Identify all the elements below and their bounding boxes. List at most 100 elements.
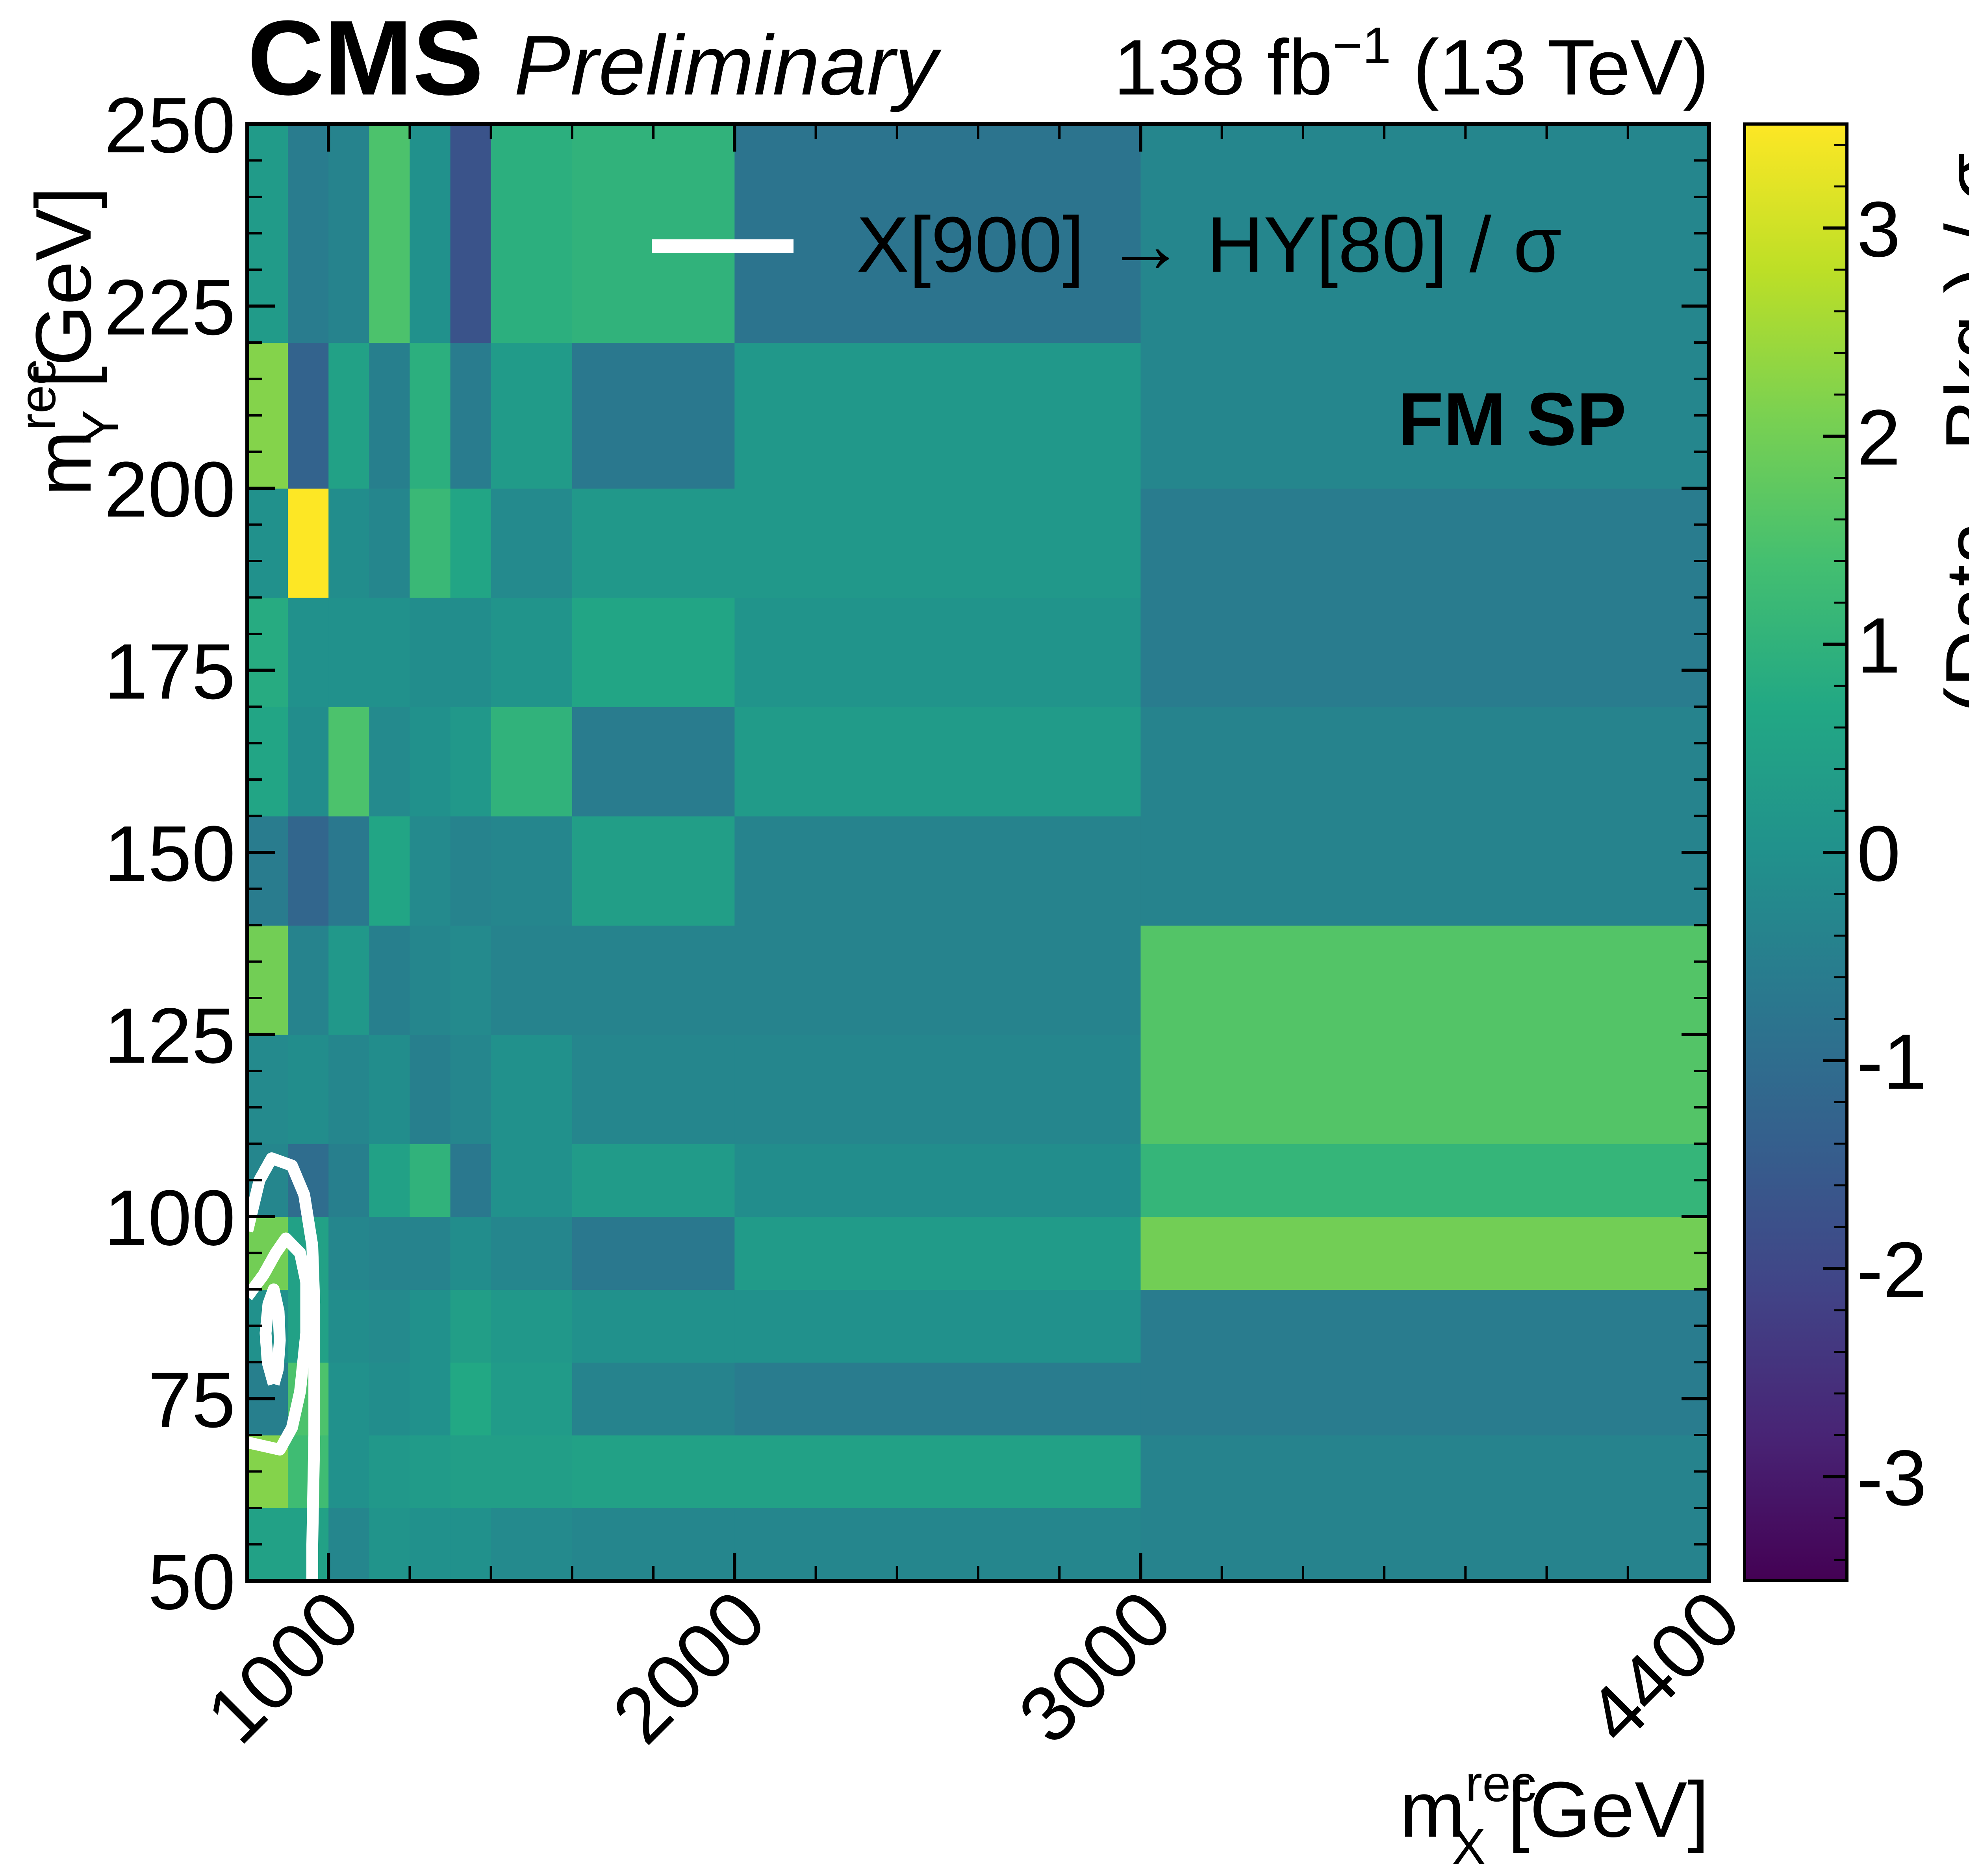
heatmap-cell bbox=[328, 1144, 370, 1217]
heatmap-cell bbox=[491, 124, 573, 343]
heatmap-cell bbox=[288, 1034, 329, 1144]
heatmap-cell bbox=[572, 707, 735, 817]
heatmap-cell bbox=[328, 1289, 370, 1363]
heatmap-cell bbox=[288, 597, 329, 707]
heatmap-cell bbox=[410, 1435, 451, 1508]
heatmap-cell bbox=[410, 343, 451, 489]
heatmap-cell bbox=[410, 1289, 451, 1363]
heatmap-cell bbox=[450, 707, 491, 817]
heatmap-cell bbox=[410, 1508, 451, 1581]
heatmap-cell bbox=[491, 488, 573, 598]
heatmap-cell bbox=[491, 343, 573, 489]
heatmap-cell bbox=[369, 1289, 410, 1363]
heatmap-cell bbox=[572, 1217, 735, 1290]
heatmap-cell bbox=[328, 488, 370, 598]
heatmap-cell bbox=[572, 488, 735, 598]
heatmap-cell bbox=[450, 488, 491, 598]
heatmap-cell bbox=[491, 925, 573, 1035]
heatmap-cell bbox=[328, 707, 370, 817]
heatmap-cell bbox=[328, 816, 370, 926]
heatmap-cell bbox=[1140, 1034, 1709, 1144]
heatmap-cell bbox=[410, 124, 451, 343]
heatmap-cell bbox=[247, 816, 289, 926]
heatmap-cell bbox=[288, 925, 329, 1035]
colorbar-tick-label: -1 bbox=[1857, 1018, 1927, 1106]
heatmap-cell bbox=[1140, 707, 1709, 817]
y-tick-label: 250 bbox=[104, 81, 235, 169]
heatmap-cell bbox=[1140, 124, 1709, 343]
heatmap-cell bbox=[572, 925, 735, 1035]
heatmap-cell bbox=[450, 1362, 491, 1435]
heatmap-cell bbox=[572, 343, 735, 489]
heatmap-cell bbox=[450, 1034, 491, 1144]
y-tick-label: 150 bbox=[104, 810, 235, 898]
heatmap-cell bbox=[328, 1034, 370, 1144]
heatmap-cell bbox=[1140, 343, 1709, 489]
heatmap-cell bbox=[247, 597, 289, 707]
heatmap-cell bbox=[734, 1508, 1141, 1581]
heatmap-cell bbox=[572, 1435, 735, 1508]
heatmap-cell bbox=[491, 1362, 573, 1435]
heatmap-cell bbox=[369, 488, 410, 598]
y-tick-label: 50 bbox=[148, 1538, 235, 1626]
heatmap-cell bbox=[572, 816, 735, 926]
heatmap-cell bbox=[491, 816, 573, 926]
heatmap-cell bbox=[450, 124, 491, 343]
heatmap-cell bbox=[328, 124, 370, 343]
heatmap-cell bbox=[410, 1362, 451, 1435]
heatmap-cell bbox=[491, 1435, 573, 1508]
heatmap-cell bbox=[328, 925, 370, 1035]
contour-inner bbox=[260, 1283, 286, 1386]
heatmap-cell bbox=[369, 925, 410, 1035]
heatmap-cell bbox=[410, 707, 451, 817]
heatmap-cell bbox=[572, 1362, 735, 1435]
heatmap-cell bbox=[491, 1289, 573, 1363]
heatmap-cell bbox=[734, 816, 1141, 926]
heatmap-cell bbox=[491, 1508, 573, 1581]
heatmap-cell bbox=[1140, 1217, 1709, 1290]
heatmap-cell bbox=[410, 488, 451, 598]
heatmap-cell bbox=[1140, 597, 1709, 707]
heatmap-cell bbox=[450, 816, 491, 926]
heatmap-cell bbox=[328, 597, 370, 707]
heatmap-cell bbox=[572, 1144, 735, 1217]
heatmap-cell bbox=[1140, 1144, 1709, 1217]
heatmap-cell bbox=[369, 1034, 410, 1144]
heatmap-cell bbox=[369, 1144, 410, 1217]
cms-label: CMS bbox=[247, 0, 484, 117]
heatmap-cell bbox=[247, 1034, 289, 1144]
heatmap-cell bbox=[572, 597, 735, 707]
heatmap-cell bbox=[410, 1217, 451, 1290]
legend: X[900] → HY[80] / σ bbox=[652, 201, 1562, 289]
contour-middle bbox=[242, 1232, 312, 1456]
heatmap-cell bbox=[734, 1034, 1141, 1144]
y-axis-label: mrec Y [GeV] bbox=[9, 187, 129, 496]
heatmap-cell bbox=[491, 707, 573, 817]
heatmap-cell bbox=[410, 925, 451, 1035]
heatmap-cell bbox=[734, 707, 1141, 817]
heatmap-cell bbox=[734, 1289, 1141, 1363]
y-tick-label: 175 bbox=[104, 628, 235, 716]
heatmap-cell bbox=[288, 707, 329, 817]
heatmap-cell bbox=[247, 488, 289, 598]
heatmap-cell bbox=[1140, 816, 1709, 926]
heatmap-cell bbox=[734, 124, 1141, 343]
heatmap-cell bbox=[369, 1217, 410, 1290]
colorbar-label: (Data - Bkg.) / σ bbox=[1930, 153, 1969, 713]
heatmap-cell bbox=[328, 1508, 370, 1581]
heatmap-cell bbox=[288, 343, 329, 489]
heatmap-cell bbox=[1140, 1435, 1709, 1508]
heatmap-cell bbox=[328, 1217, 370, 1290]
heatmap-cell bbox=[734, 1435, 1141, 1508]
heatmap-cell bbox=[369, 597, 410, 707]
x-tick-label: 2000 bbox=[596, 1574, 782, 1760]
colorbar-tick-label: -3 bbox=[1857, 1434, 1927, 1522]
y-tick-label: 225 bbox=[104, 264, 235, 352]
region-label: FM SP bbox=[1398, 378, 1626, 461]
heatmap-cell bbox=[572, 1034, 735, 1144]
heatmap-cell bbox=[1140, 1289, 1709, 1363]
colorbar-tick-label: 0 bbox=[1857, 810, 1900, 898]
heatmap-cell bbox=[450, 1144, 491, 1217]
contour-outer bbox=[241, 1152, 321, 1581]
